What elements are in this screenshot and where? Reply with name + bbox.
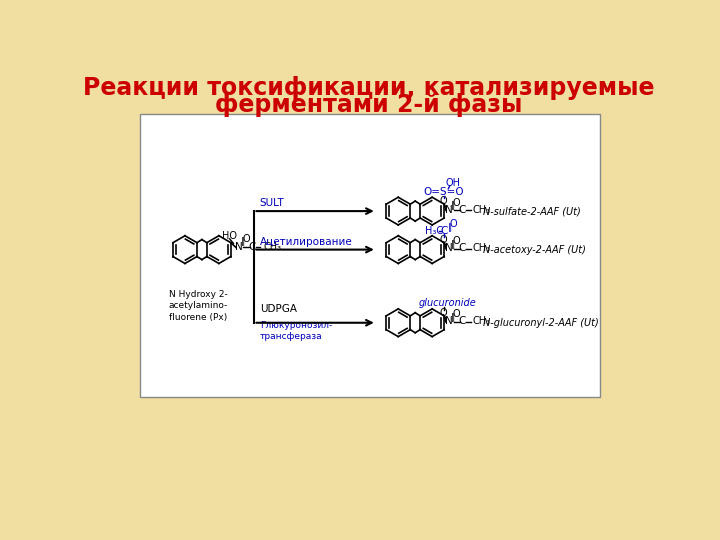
Text: glucuronide: glucuronide — [418, 298, 477, 308]
Text: O: O — [440, 308, 448, 318]
Text: HO: HO — [222, 231, 237, 241]
Text: SULT: SULT — [260, 198, 284, 208]
Text: C: C — [459, 243, 466, 253]
Text: N-sulfate-2-AAF (Ut): N-sulfate-2-AAF (Ut) — [483, 206, 581, 216]
Text: CH₃: CH₃ — [264, 241, 282, 252]
Text: CH₃: CH₃ — [473, 243, 491, 253]
Text: Глюкуронозил-
трансфераза: Глюкуронозил- трансфераза — [260, 321, 332, 341]
Text: N-glucuronyl-2-AAF (Ut): N-glucuronyl-2-AAF (Ut) — [483, 318, 599, 328]
Text: C: C — [459, 205, 466, 214]
Text: ‖: ‖ — [451, 201, 455, 210]
Text: O: O — [440, 234, 448, 245]
Text: O: O — [449, 219, 456, 229]
Text: N-acetoxy-2-AAF (Ut): N-acetoxy-2-AAF (Ut) — [483, 245, 586, 254]
Text: N: N — [445, 243, 453, 253]
Text: O: O — [452, 236, 460, 246]
Text: N: N — [445, 205, 453, 214]
Text: ферментами 2-й фазы: ферментами 2-й фазы — [215, 93, 523, 117]
Text: CH₃: CH₃ — [473, 205, 491, 214]
Text: O: O — [452, 198, 460, 207]
Text: N Hydroxy 2-
acetylamino-
fluorene (Px): N Hydroxy 2- acetylamino- fluorene (Px) — [168, 289, 228, 322]
Text: O: O — [243, 234, 251, 244]
Text: CH₃: CH₃ — [473, 316, 491, 326]
Text: O=S=O: O=S=O — [423, 187, 464, 197]
Text: ‖: ‖ — [451, 313, 455, 322]
Text: ‖: ‖ — [448, 223, 452, 232]
Text: H₃C: H₃C — [426, 226, 444, 236]
Text: ‖: ‖ — [240, 238, 245, 246]
Text: O: O — [440, 196, 448, 206]
Text: C: C — [248, 241, 256, 252]
Text: N: N — [235, 241, 243, 252]
Text: N: N — [445, 316, 453, 326]
Text: O: O — [452, 309, 460, 319]
Text: Реакции токсификации, катализируемые: Реакции токсификации, катализируемые — [84, 76, 654, 100]
Text: Ацетилирование: Ацетилирование — [260, 237, 352, 247]
Text: C: C — [459, 316, 466, 326]
Text: ‖: ‖ — [451, 240, 455, 249]
Text: C: C — [440, 226, 447, 236]
Text: UDPGA: UDPGA — [260, 304, 297, 314]
Text: OH: OH — [446, 178, 460, 187]
FancyBboxPatch shape — [140, 114, 600, 397]
